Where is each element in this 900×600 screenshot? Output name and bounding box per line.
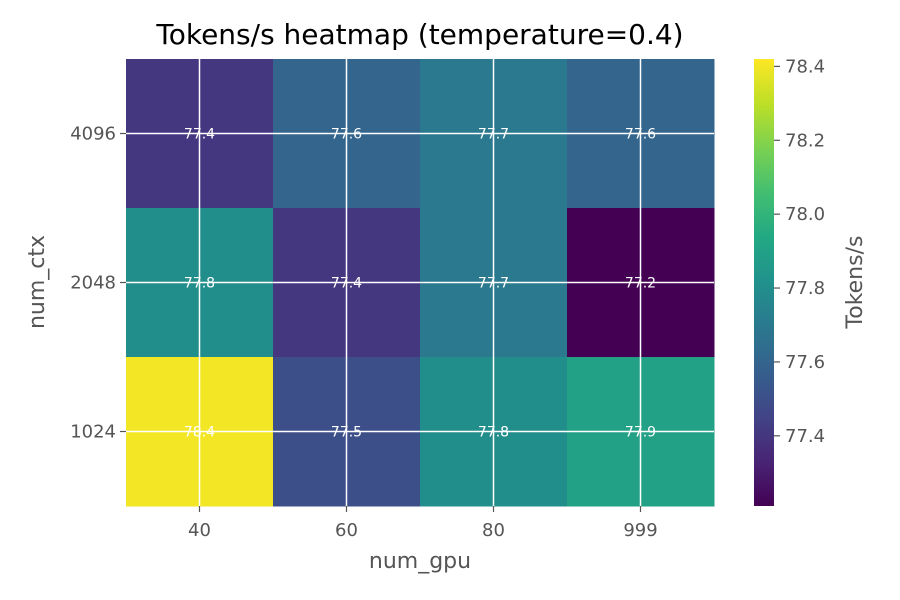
cell-value-label: 77.9 [625,425,656,441]
colorbar-label: Tokens/s [843,236,868,330]
cell-value-label: 77.7 [478,127,509,143]
x-tick-label: 60 [335,520,358,541]
cell-value-label: 77.4 [184,127,215,143]
cell-value-label: 77.8 [478,425,509,441]
colorbar-tick-label: 78.4 [785,56,825,77]
cell-value-label: 77.8 [184,276,215,292]
chart-title: Tokens/s heatmap (temperature=0.4) [155,18,683,51]
y-tick-label: 2048 [70,273,116,294]
y-tick-label: 1024 [70,422,116,443]
cell-value-label: 77.5 [331,425,362,441]
cell-value-label: 77.6 [331,127,362,143]
y-axis-label: num_ctx [25,235,50,329]
y-axis: 4096 2048 1024 [70,124,126,443]
grid-lines [126,59,714,506]
x-tick-label: 999 [623,520,657,541]
cell-value-label: 77.2 [625,276,656,292]
cell-value-label: 77.4 [331,276,362,292]
colorbar-tick-label: 77.6 [785,352,825,373]
colorbar-ticks: 77.4 77.6 77.8 78.0 78.2 78.4 [774,56,825,447]
x-tick-label: 40 [188,520,211,541]
cell-labels: 77.4 77.6 77.7 77.6 77.8 77.4 77.7 77.2 78.4 77.5… [184,127,656,441]
x-axis-label: num_gpu [369,549,471,574]
colorbar-tick-label: 78.0 [785,204,825,225]
colorbar-tick-label: 77.4 [785,426,825,447]
colorbar-tick-label: 77.8 [785,278,825,299]
colorbar [754,59,774,506]
y-tick-label: 4096 [70,124,116,145]
x-tick-label: 80 [482,520,505,541]
cell-value-label: 77.6 [625,127,656,143]
x-axis: 40 60 80 999 [188,506,658,541]
cell-value-label: 78.4 [184,425,215,441]
cell-value-label: 77.7 [478,276,509,292]
colorbar-tick-label: 78.2 [785,130,825,151]
